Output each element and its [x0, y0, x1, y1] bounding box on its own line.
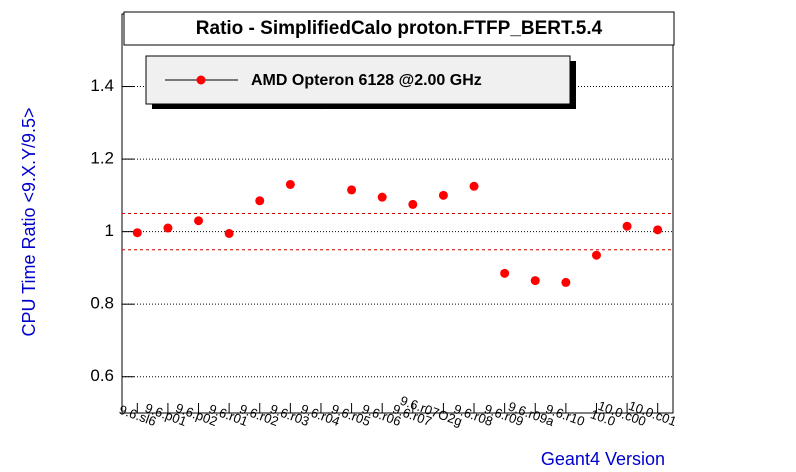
chart-title: Ratio - SimplifiedCalo proton.FTFP_BERT.… — [196, 18, 603, 39]
legend-label: AMD Opteron 6128 @2.00 GHz — [251, 72, 482, 89]
data-point — [500, 268, 510, 278]
data-point — [653, 225, 663, 235]
y-tick-label: 0.8 — [90, 294, 114, 313]
data-point — [347, 185, 357, 195]
y-tick-label: 1.4 — [90, 76, 114, 95]
y-tick-label: 0.6 — [90, 366, 114, 385]
data-point — [194, 216, 204, 226]
data-point — [591, 250, 601, 260]
y-axis-title: CPU Time Ratio <9.X.Y/9.5> — [19, 107, 39, 336]
data-point — [438, 190, 448, 200]
data-point — [530, 276, 540, 286]
data-point — [561, 277, 571, 287]
legend-marker — [196, 75, 206, 85]
x-axis-title: Geant4 Version — [541, 449, 665, 469]
data-point — [224, 228, 234, 238]
data-point — [255, 196, 265, 206]
data-point — [622, 221, 632, 231]
data-point — [408, 199, 418, 209]
data-point — [163, 223, 173, 233]
data-point — [285, 179, 295, 189]
data-point — [132, 228, 142, 238]
y-tick-label: 1 — [105, 221, 114, 240]
y-tick-label: 1.2 — [90, 149, 114, 168]
title-box — [123, 11, 675, 46]
data-point — [377, 192, 387, 202]
data-point — [469, 181, 479, 191]
